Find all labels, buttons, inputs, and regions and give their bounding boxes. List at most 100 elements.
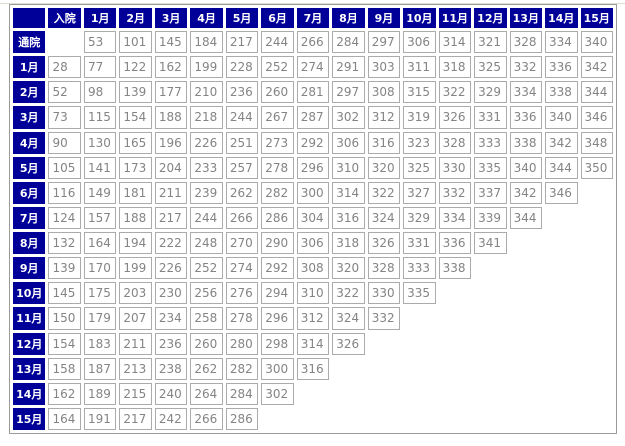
data-cell: 326 [367, 232, 401, 255]
data-cell: 314 [438, 31, 472, 54]
column-header: 13月 [509, 8, 543, 28]
data-cell: 270 [225, 232, 259, 255]
data-cell: 145 [154, 31, 188, 54]
empty-cell [545, 383, 577, 405]
empty-cell [545, 207, 577, 229]
data-cell: 242 [154, 407, 188, 430]
data-cell: 331 [474, 106, 507, 129]
empty-cell [545, 307, 577, 329]
data-cell: 164 [83, 232, 117, 255]
data-cell: 314 [332, 181, 365, 204]
data-cell: 334 [545, 31, 578, 54]
empty-cell [474, 282, 506, 304]
empty-cell [332, 358, 364, 380]
data-cell: 319 [403, 106, 436, 129]
data-cell: 337 [474, 181, 507, 204]
data-cell: 230 [154, 282, 188, 305]
data-cell: 325 [403, 156, 436, 179]
empty-cell [510, 333, 542, 355]
table-row: 通院 53 101 145 184 217 244 266 284 297 306 314 321 328… [13, 31, 613, 54]
data-cell: 296 [296, 156, 330, 179]
data-cell: 344 [509, 206, 543, 229]
top-divider [0, 3, 625, 4]
data-cell: 329 [474, 81, 507, 104]
data-cell: 188 [154, 106, 188, 129]
data-cell: 340 [509, 156, 543, 179]
data-cell: 306 [296, 232, 330, 255]
data-cell: 282 [225, 357, 259, 380]
row-header: 6月 [13, 181, 46, 204]
data-cell: 318 [438, 56, 472, 79]
data-cell: 342 [509, 181, 543, 204]
empty-cell [439, 358, 471, 380]
column-header: 12月 [474, 8, 507, 28]
data-cell: 191 [83, 407, 117, 430]
data-cell: 336 [509, 106, 543, 129]
column-header: 3月 [154, 8, 188, 28]
row-header: 5月 [13, 156, 46, 179]
data-cell: 339 [474, 206, 507, 229]
empty-cell [581, 182, 614, 204]
empty-cell [332, 383, 364, 405]
data-cell: 77 [83, 56, 117, 79]
data-cell: 244 [261, 31, 294, 54]
table-row: 11月 150 179 207 234 258 278 296 312 324 332 [13, 307, 613, 330]
empty-cell [581, 257, 614, 279]
data-cell: 179 [83, 307, 117, 330]
data-cell: 238 [154, 357, 188, 380]
empty-cell [439, 383, 471, 405]
table-row: 9月 139 170 199 226 252 274 292 308 320 328 333 338 [13, 257, 614, 280]
data-cell: 315 [403, 81, 436, 104]
data-cell: 273 [261, 131, 294, 154]
data-cell: 335 [474, 156, 507, 179]
empty-cell [510, 408, 542, 430]
data-cell: 341 [474, 232, 507, 255]
data-cell: 139 [48, 257, 81, 280]
data-cell: 218 [190, 106, 223, 129]
row-header: 10月 [13, 282, 46, 305]
row-header: 13月 [13, 357, 46, 380]
data-cell: 150 [48, 307, 81, 330]
data-cell: 266 [296, 31, 330, 54]
empty-cell [581, 383, 614, 405]
empty-cell [403, 333, 435, 355]
data-cell: 280 [225, 332, 259, 355]
data-cell: 207 [119, 307, 152, 330]
row-header: 8月 [13, 232, 46, 255]
data-cell: 320 [332, 257, 365, 280]
data-cell: 330 [367, 282, 401, 305]
table-row: 1月 28 77 122 162 199 228 252 274 291 303 311 318 325 3… [13, 56, 613, 79]
data-cell: 304 [296, 206, 330, 229]
data-cell: 336 [545, 56, 578, 79]
data-cell: 274 [225, 257, 259, 280]
data-cell: 335 [403, 282, 436, 305]
empty-cell [581, 232, 614, 254]
data-cell: 98 [83, 81, 117, 104]
data-cell: 181 [119, 181, 152, 204]
data-cell: 298 [261, 332, 294, 355]
data-cell: 184 [190, 31, 223, 54]
data-cell: 189 [83, 382, 117, 405]
data-cell: 302 [332, 106, 365, 129]
data-cell: 266 [225, 206, 259, 229]
row-header: 15月 [13, 407, 46, 430]
data-cell: 286 [261, 206, 294, 229]
empty-cell [581, 282, 614, 304]
row-header: 2月 [13, 81, 46, 104]
data-cell: 344 [580, 81, 613, 104]
column-header: 9月 [367, 8, 401, 28]
data-cell: 211 [154, 181, 188, 204]
data-cell: 294 [261, 282, 294, 305]
data-cell: 310 [332, 156, 365, 179]
data-cell: 284 [225, 382, 259, 405]
empty-cell [545, 333, 577, 355]
data-cell: 244 [190, 206, 223, 229]
empty-cell [510, 307, 542, 329]
data-cell: 244 [225, 106, 259, 129]
data-cell: 320 [367, 156, 401, 179]
data-cell: 260 [261, 81, 294, 104]
data-cell: 318 [332, 232, 365, 255]
data-cell: 330 [438, 156, 472, 179]
data-cell: 328 [367, 257, 401, 280]
empty-cell [297, 383, 329, 405]
